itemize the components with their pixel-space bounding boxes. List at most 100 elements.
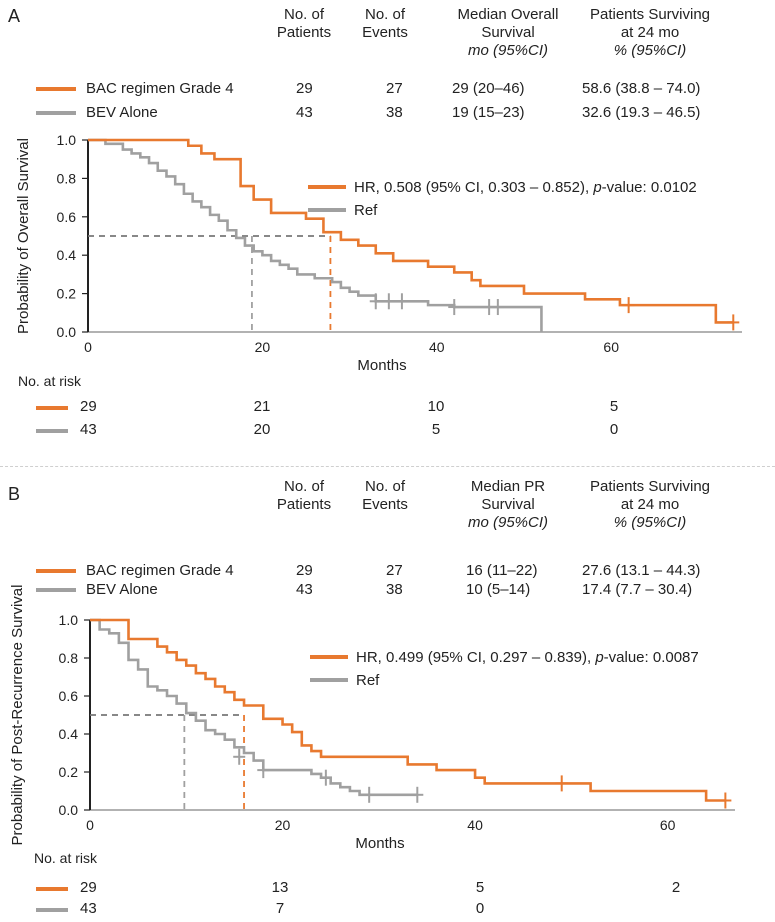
group-row-bev: BEV Alone 43 38 10 (5–14) 17.4 (7.7 – 30… — [0, 579, 775, 601]
panel-letter: B — [8, 484, 21, 504]
group-patients: 29 — [296, 562, 313, 579]
risk-value: 29 — [80, 879, 97, 896]
header-events-line2: Events — [362, 24, 408, 41]
risk-value: 0 — [609, 421, 619, 438]
risk-row-bac: 29 13 5 2 — [0, 879, 775, 899]
risk-value: 2 — [671, 879, 681, 896]
y-tick-label: 0.8 — [57, 170, 77, 186]
header-patients: No. of Patients — [270, 6, 338, 42]
header-patients-line1: No. of — [283, 6, 325, 23]
header-surv24-line3: % (95%CI) — [613, 514, 687, 531]
group-name: BAC regimen Grade 4 — [86, 80, 234, 97]
header-median-line1: Median PR — [470, 478, 546, 495]
x-tick-label: 0 — [86, 817, 94, 833]
panel-letter: A — [8, 6, 21, 26]
y-axis-label: Probability of Overall Survival — [15, 138, 32, 334]
y-tick-label: 1.0 — [57, 132, 77, 148]
survival-curve — [88, 138, 543, 332]
x-tick-label: 0 — [84, 339, 92, 355]
risk-row-bac: 29 21 10 5 — [0, 398, 775, 418]
legend-swatch — [36, 588, 76, 592]
group-median: 19 (15–23) — [452, 104, 525, 121]
header-median-line3: mo (95%CI) — [467, 514, 549, 531]
hr-annotation: HR, 0.508 (95% CI, 0.303 – 0.852), p-val… — [354, 179, 697, 196]
header-patients-line1: No. of — [283, 478, 325, 495]
group-name: BEV Alone — [86, 104, 158, 121]
header-surv24: Patients Surviving at 24 mo % (95%CI) — [580, 6, 720, 60]
legend-swatch — [36, 111, 76, 115]
risk-row-bev: 43 7 0 — [0, 900, 775, 920]
header-events-line2: Events — [362, 496, 408, 513]
group-row-bac: BAC regimen Grade 4 29 27 29 (20–46) 58.… — [0, 78, 775, 100]
survival-curve — [90, 618, 418, 797]
panel-a: A No. of Patients No. of Events Median O… — [0, 0, 775, 460]
y-tick-label: 0.0 — [57, 324, 77, 340]
panel-b: B No. of Patients No. of Events Median P… — [0, 468, 775, 922]
risk-value: 7 — [275, 900, 285, 917]
risk-value: 13 — [271, 879, 289, 896]
group-median: 10 (5–14) — [466, 581, 531, 598]
group-row-bac: BAC regimen Grade 4 29 27 16 (11–22) 27.… — [0, 560, 775, 582]
header-surv24-line2: at 24 mo — [620, 496, 680, 513]
header-patients-line2: Patients — [276, 24, 332, 41]
x-tick-label: 40 — [429, 339, 445, 355]
header-median: Median PR Survival mo (95%CI) — [448, 478, 568, 532]
header-median-line3: mo (95%CI) — [467, 42, 549, 59]
ref-annotation: Ref — [356, 672, 380, 689]
risk-value: 20 — [253, 421, 271, 438]
x-tick-label: 60 — [660, 817, 676, 833]
group-name: BEV Alone — [86, 581, 158, 598]
risk-title: No. at risk — [18, 373, 82, 389]
header-surv24-line3: % (95%CI) — [613, 42, 687, 59]
group-events: 38 — [386, 581, 403, 598]
header-median-line2: Survival — [481, 496, 535, 513]
header-median-line1: Median Overall — [457, 6, 559, 23]
km-plot-a: 0.0 0.2 0.4 0.6 0.8 1.0 0 20 40 60 Months Probabili… — [15, 132, 742, 374]
legend-swatch — [36, 87, 76, 91]
risk-swatch — [36, 887, 68, 891]
y-tick-label: 0.2 — [57, 286, 77, 302]
header-median: Median Overall Survival mo (95%CI) — [448, 6, 568, 60]
risk-value: 5 — [431, 421, 441, 438]
y-tick-label: 0.2 — [59, 764, 79, 780]
y-tick-label: 0.0 — [59, 802, 79, 818]
survival-curve — [88, 138, 734, 324]
y-tick-label: 0.4 — [59, 726, 79, 742]
group-median: 29 (20–46) — [452, 80, 525, 97]
group-surv24: 32.6 (19.3 – 46.5) — [582, 104, 701, 121]
y-tick-label: 0.6 — [59, 688, 79, 704]
group-row-bev: BEV Alone 43 38 19 (15–23) 32.6 (19.3 – … — [0, 102, 775, 124]
survival-curve — [90, 618, 726, 802]
group-patients: 43 — [296, 581, 313, 598]
x-tick-label: 20 — [275, 817, 291, 833]
km-plot-b: 0.0 0.2 0.4 0.6 0.8 1.0 0 20 40 60 Months Probabili… — [9, 585, 735, 852]
group-surv24: 17.4 (7.7 – 30.4) — [582, 581, 693, 598]
header-patients: No. of Patients — [270, 478, 338, 514]
risk-value: 43 — [80, 421, 97, 438]
y-tick-label: 0.6 — [57, 209, 77, 225]
y-tick-label: 0.4 — [57, 247, 77, 263]
header-events: No. of Events — [354, 6, 416, 42]
group-events: 38 — [386, 104, 403, 121]
group-patients: 29 — [296, 80, 313, 97]
x-tick-label: 40 — [467, 817, 483, 833]
header-surv24-line2: at 24 mo — [620, 24, 680, 41]
group-surv24: 58.6 (38.8 – 74.0) — [582, 80, 701, 97]
header-events-line1: No. of — [364, 6, 406, 23]
risk-value: 10 — [427, 398, 445, 415]
header-median-line2: Survival — [481, 24, 535, 41]
y-tick-label: 0.8 — [59, 650, 79, 666]
legend-swatch — [36, 569, 76, 573]
x-axis-label: Months — [357, 357, 406, 374]
header-surv24-line1: Patients Surviving — [589, 6, 711, 23]
risk-title: No. at risk — [34, 850, 98, 866]
header-events: No. of Events — [354, 478, 416, 514]
group-median: 16 (11–22) — [466, 562, 538, 579]
header-surv24-line1: Patients Surviving — [589, 478, 711, 495]
ref-annotation: Ref — [354, 202, 378, 219]
header-surv24: Patients Surviving at 24 mo % (95%CI) — [580, 478, 720, 532]
risk-value: 29 — [80, 398, 97, 415]
risk-row-bev: 43 20 5 0 — [0, 421, 775, 441]
hr-annotation: HR, 0.499 (95% CI, 0.297 – 0.839), p-val… — [356, 649, 699, 666]
risk-swatch — [36, 429, 68, 433]
